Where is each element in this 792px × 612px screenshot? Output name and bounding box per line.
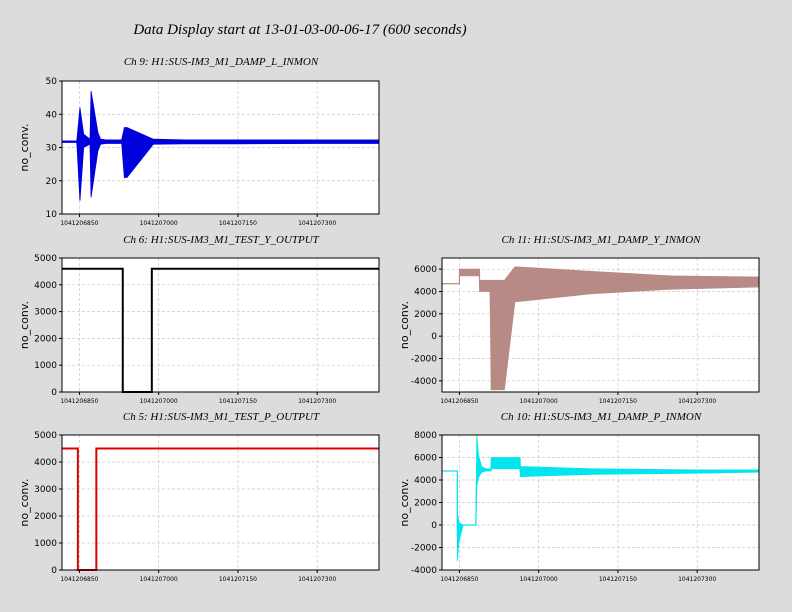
x-tick-label: 1041207000: [520, 398, 558, 405]
y-tick-label: 1000: [34, 539, 57, 549]
y-tick-label: 2000: [414, 499, 437, 509]
y-tick-label: 10: [46, 210, 58, 220]
series-centerline: [62, 140, 379, 157]
chart-title-ch10: Ch 10: H1:SUS-IM3_M1_DAMP_P_INMON: [500, 411, 702, 423]
chart-title-ch5: Ch 5: H1:SUS-IM3_M1_TEST_P_OUTPUT: [122, 411, 320, 423]
x-tick-label: 1041206850: [440, 576, 478, 583]
y-tick-label: 5000: [34, 254, 57, 264]
series-centerline: [442, 460, 760, 537]
plot-frame: [61, 257, 380, 393]
x-tick-label: 1041207000: [140, 398, 178, 405]
x-tick-label: 1041206850: [60, 220, 98, 227]
y-tick-label: 0: [51, 566, 57, 576]
y-tick-label: 0: [431, 332, 437, 342]
x-tick-label: 1041206850: [60, 398, 98, 405]
y-tick-label: 0: [51, 388, 57, 398]
plot-frame: [441, 257, 760, 393]
x-tick-label: 1041207000: [140, 576, 178, 583]
y-axis-label: no_conv.: [18, 123, 31, 171]
y-tick-label: 6000: [414, 265, 437, 275]
plot-frame: [61, 434, 380, 571]
y-tick-label: 20: [46, 177, 58, 187]
y-tick-label: 2000: [414, 310, 437, 320]
chart-title-ch11: Ch 11: H1:SUS-IM3_M1_DAMP_Y_INMON: [501, 234, 701, 246]
y-tick-label: 8000: [414, 431, 437, 441]
y-tick-label: 4000: [34, 281, 57, 291]
y-tick-label: 2000: [34, 512, 57, 522]
page-title: Data Display start at 13-01-03-00-06-17 …: [133, 22, 467, 38]
x-tick-label: 1041206850: [440, 398, 478, 405]
y-tick-label: 40: [46, 110, 58, 120]
y-tick-label: 1000: [34, 361, 57, 371]
x-tick-label: 1041207150: [219, 576, 257, 583]
y-tick-label: -2000: [411, 355, 437, 365]
x-tick-label: 1041207300: [298, 220, 336, 227]
y-tick-label: 5000: [34, 431, 57, 441]
y-tick-label: 6000: [414, 454, 437, 464]
y-axis-label: no_conv.: [398, 478, 411, 526]
x-tick-label: 1041207300: [678, 398, 716, 405]
chart-title-ch9: Ch 9: H1:SUS-IM3_M1_DAMP_L_INMON: [123, 56, 319, 68]
plot-area: [62, 435, 379, 570]
y-tick-label: -4000: [411, 377, 437, 387]
x-tick-label: 1041207000: [520, 576, 558, 583]
y-tick-label: 3000: [34, 308, 57, 318]
x-tick-label: 1041207150: [219, 398, 257, 405]
x-tick-label: 1041207150: [599, 576, 637, 583]
plot-area: [62, 258, 379, 392]
x-tick-label: 1041206850: [60, 576, 98, 583]
y-axis-label: no_conv.: [398, 301, 411, 349]
x-tick-label: 1041207150: [599, 398, 637, 405]
y-tick-label: -4000: [411, 566, 437, 576]
y-tick-label: 3000: [34, 485, 57, 495]
y-tick-label: 2000: [34, 334, 57, 344]
x-tick-label: 1041207150: [219, 220, 257, 227]
y-tick-label: 4000: [34, 458, 57, 468]
x-tick-label: 1041207000: [140, 220, 178, 227]
y-axis-label: no_conv.: [18, 478, 31, 526]
x-tick-label: 1041207300: [298, 398, 336, 405]
series-centerline: [442, 271, 760, 336]
y-tick-label: 50: [46, 77, 58, 87]
x-tick-label: 1041207300: [678, 576, 716, 583]
y-tick-label: 30: [46, 144, 58, 154]
chart-title-ch6: Ch 6: H1:SUS-IM3_M1_TEST_Y_OUTPUT: [123, 234, 319, 246]
y-tick-label: 4000: [414, 288, 437, 298]
y-axis-label: no_conv.: [18, 301, 31, 349]
x-tick-label: 1041207300: [298, 576, 336, 583]
y-tick-label: 0: [431, 521, 437, 531]
y-tick-label: 4000: [414, 476, 437, 486]
y-tick-label: -2000: [411, 544, 437, 554]
